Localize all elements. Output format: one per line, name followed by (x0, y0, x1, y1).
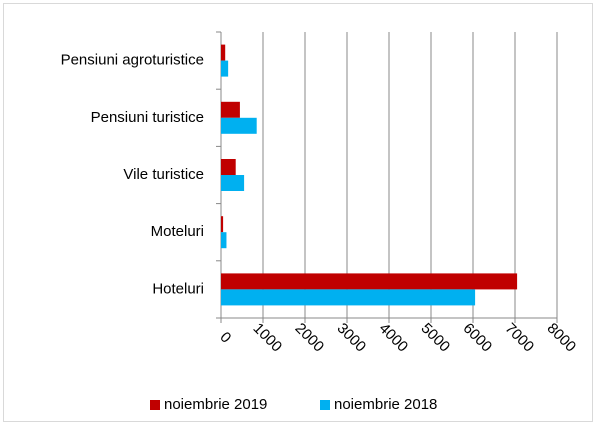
legend-label: noiembrie 2019 (164, 396, 267, 413)
bar (221, 216, 224, 233)
y-tick-label: Moteluri (151, 223, 204, 240)
bar (221, 117, 257, 134)
y-tick-label: Hoteluri (152, 280, 204, 297)
chart-frame (3, 3, 593, 422)
legend-swatch (320, 400, 330, 410)
bar (221, 60, 229, 77)
y-tick-label: Vile turistice (123, 166, 204, 183)
legend-label: noiembrie 2018 (334, 396, 437, 413)
bar (221, 44, 226, 61)
legend-swatch (150, 400, 160, 410)
bar (221, 289, 476, 306)
y-tick-label: Pensiuni agroturistice (61, 52, 204, 69)
bar (221, 175, 245, 191)
y-tick-label: Pensiuni turistice (91, 109, 204, 126)
bar (221, 101, 240, 118)
bar (221, 159, 236, 175)
bar (221, 273, 518, 290)
bar (221, 232, 227, 249)
